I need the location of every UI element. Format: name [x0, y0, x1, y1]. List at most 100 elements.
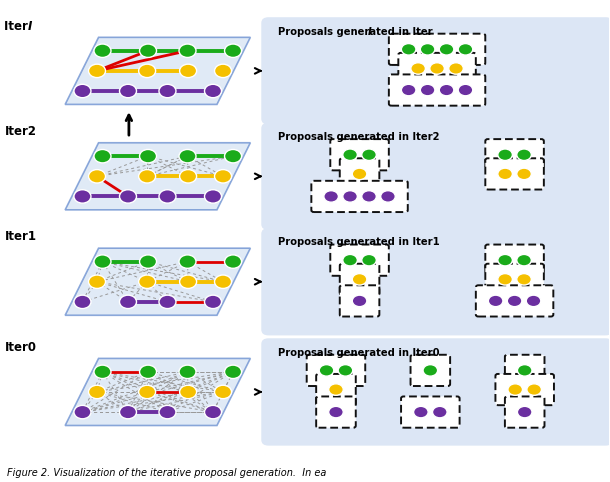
FancyBboxPatch shape — [505, 355, 545, 386]
Text: Iter0: Iter0 — [4, 341, 37, 354]
Circle shape — [138, 64, 156, 78]
Circle shape — [352, 274, 367, 285]
Circle shape — [498, 274, 512, 285]
Text: Figure 2. Visualization of the iterative proposal generation.  In ea: Figure 2. Visualization of the iterative… — [7, 468, 327, 478]
FancyBboxPatch shape — [486, 244, 544, 276]
FancyBboxPatch shape — [389, 74, 486, 106]
Circle shape — [215, 385, 232, 399]
FancyBboxPatch shape — [340, 158, 379, 189]
Circle shape — [94, 44, 111, 57]
Circle shape — [517, 274, 531, 285]
Circle shape — [179, 170, 196, 183]
Circle shape — [120, 295, 137, 308]
FancyBboxPatch shape — [495, 374, 554, 405]
Circle shape — [204, 295, 221, 308]
Circle shape — [74, 405, 91, 419]
FancyBboxPatch shape — [398, 53, 476, 84]
FancyBboxPatch shape — [486, 264, 544, 295]
Circle shape — [517, 365, 532, 376]
Text: Proposals generated in Iter2: Proposals generated in Iter2 — [278, 132, 439, 142]
Polygon shape — [65, 37, 250, 105]
Circle shape — [74, 84, 91, 98]
FancyBboxPatch shape — [486, 158, 544, 189]
Circle shape — [401, 43, 416, 55]
FancyBboxPatch shape — [486, 139, 544, 170]
Circle shape — [138, 385, 156, 399]
Circle shape — [94, 365, 111, 378]
Text: Proposals generated in Iter0: Proposals generated in Iter0 — [278, 348, 439, 358]
Circle shape — [489, 295, 503, 307]
FancyBboxPatch shape — [401, 397, 459, 428]
Polygon shape — [65, 359, 250, 426]
Text: Iter: Iter — [4, 20, 32, 33]
Circle shape — [88, 275, 106, 288]
FancyBboxPatch shape — [389, 34, 486, 65]
Circle shape — [430, 63, 444, 74]
Circle shape — [362, 191, 376, 202]
FancyBboxPatch shape — [340, 264, 379, 295]
Circle shape — [343, 191, 357, 202]
Circle shape — [224, 365, 242, 378]
Text: I: I — [368, 27, 371, 37]
Circle shape — [74, 190, 91, 203]
Circle shape — [159, 84, 176, 98]
Circle shape — [526, 295, 541, 307]
Circle shape — [179, 275, 196, 288]
Circle shape — [140, 365, 157, 378]
FancyBboxPatch shape — [261, 338, 610, 446]
FancyBboxPatch shape — [330, 139, 389, 170]
Circle shape — [159, 190, 176, 203]
Circle shape — [120, 190, 137, 203]
Circle shape — [88, 385, 106, 399]
Circle shape — [508, 295, 522, 307]
Circle shape — [319, 365, 334, 376]
Circle shape — [411, 63, 425, 74]
Circle shape — [439, 43, 454, 55]
Circle shape — [215, 275, 232, 288]
FancyBboxPatch shape — [261, 122, 610, 230]
Circle shape — [338, 365, 353, 376]
Circle shape — [140, 255, 157, 268]
Circle shape — [74, 295, 91, 308]
Circle shape — [88, 170, 106, 183]
FancyBboxPatch shape — [311, 181, 407, 212]
Circle shape — [215, 170, 232, 183]
Circle shape — [179, 385, 196, 399]
Circle shape — [179, 44, 196, 57]
Circle shape — [329, 384, 343, 395]
Circle shape — [224, 255, 242, 268]
Circle shape — [88, 64, 106, 78]
Circle shape — [352, 168, 367, 180]
Circle shape — [179, 64, 196, 78]
Circle shape — [329, 406, 343, 418]
Circle shape — [352, 295, 367, 307]
Circle shape — [381, 191, 395, 202]
Circle shape — [414, 406, 428, 418]
Circle shape — [140, 44, 157, 57]
Text: Iter1: Iter1 — [4, 230, 37, 243]
Polygon shape — [65, 143, 250, 210]
FancyBboxPatch shape — [476, 285, 553, 317]
Circle shape — [439, 84, 454, 96]
Circle shape — [324, 191, 339, 202]
Circle shape — [517, 406, 532, 418]
Circle shape — [159, 405, 176, 419]
Text: Proposals generated in Iter1: Proposals generated in Iter1 — [278, 238, 439, 247]
Circle shape — [362, 149, 376, 161]
FancyBboxPatch shape — [330, 244, 389, 276]
Text: Iter2: Iter2 — [4, 125, 37, 138]
Circle shape — [138, 275, 156, 288]
FancyBboxPatch shape — [316, 397, 356, 428]
Circle shape — [420, 84, 435, 96]
Polygon shape — [65, 248, 250, 315]
FancyBboxPatch shape — [505, 397, 545, 428]
Circle shape — [498, 254, 512, 266]
Circle shape — [401, 84, 416, 96]
Circle shape — [224, 149, 242, 163]
Circle shape — [138, 170, 156, 183]
Circle shape — [527, 384, 542, 395]
Circle shape — [517, 149, 531, 161]
Circle shape — [179, 149, 196, 163]
Circle shape — [159, 295, 176, 308]
Circle shape — [517, 254, 531, 266]
